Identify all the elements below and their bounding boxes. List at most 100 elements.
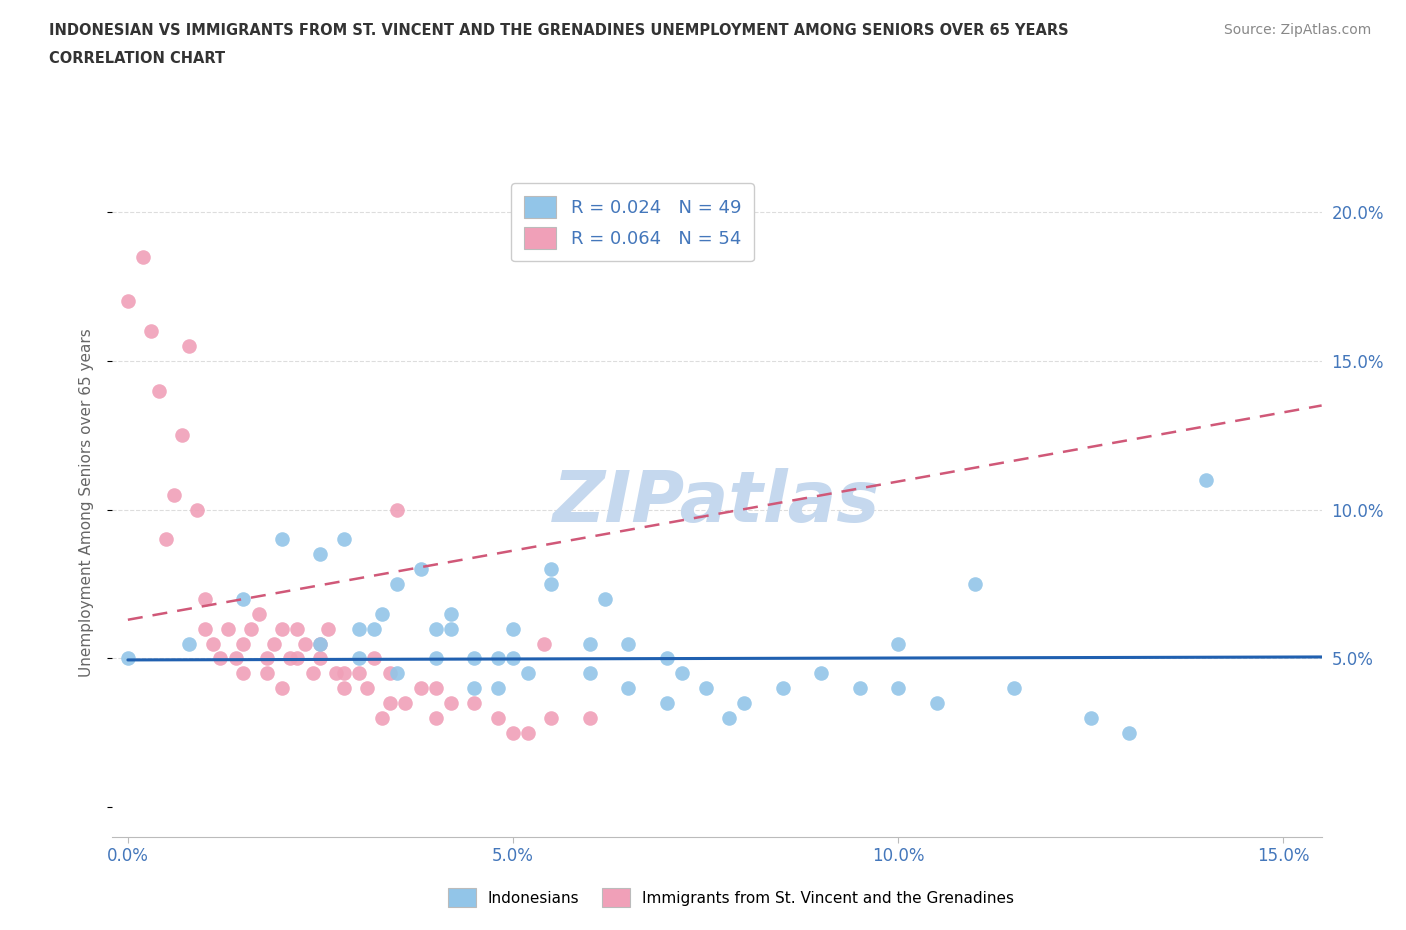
Point <box>347 666 370 681</box>
Point <box>579 666 602 681</box>
Point <box>201 636 224 651</box>
Point <box>425 621 447 636</box>
Point <box>363 651 385 666</box>
Point <box>1118 725 1140 740</box>
Legend: R = 0.024   N = 49, R = 0.064   N = 54: R = 0.024 N = 49, R = 0.064 N = 54 <box>510 183 754 261</box>
Point <box>486 681 509 696</box>
Point <box>540 711 562 725</box>
Point <box>502 621 524 636</box>
Point <box>387 577 409 591</box>
Text: ZIPatlas: ZIPatlas <box>554 468 880 537</box>
Point <box>209 651 232 666</box>
Point <box>347 621 370 636</box>
Text: CORRELATION CHART: CORRELATION CHART <box>49 51 225 66</box>
Point <box>148 383 170 398</box>
Point <box>316 621 339 636</box>
Point <box>517 666 540 681</box>
Point <box>440 696 463 711</box>
Y-axis label: Unemployment Among Seniors over 65 years: Unemployment Among Seniors over 65 years <box>79 328 94 677</box>
Point <box>463 696 485 711</box>
Point <box>617 636 640 651</box>
Point <box>1002 681 1025 696</box>
Point <box>579 711 602 725</box>
Point <box>502 651 524 666</box>
Point <box>271 532 294 547</box>
Point <box>240 621 263 636</box>
Point <box>117 651 139 666</box>
Point <box>378 666 401 681</box>
Point <box>271 681 294 696</box>
Point <box>463 681 485 696</box>
Point <box>533 636 555 651</box>
Point <box>332 681 354 696</box>
Point <box>232 636 254 651</box>
Point <box>733 696 755 711</box>
Point <box>617 681 640 696</box>
Point <box>217 621 239 636</box>
Point <box>502 725 524 740</box>
Point <box>387 502 409 517</box>
Text: INDONESIAN VS IMMIGRANTS FROM ST. VINCENT AND THE GRENADINES UNEMPLOYMENT AMONG : INDONESIAN VS IMMIGRANTS FROM ST. VINCEN… <box>49 23 1069 38</box>
Point <box>440 621 463 636</box>
Point <box>139 324 162 339</box>
Point <box>486 711 509 725</box>
Legend: Indonesians, Immigrants from St. Vincent and the Grenadines: Indonesians, Immigrants from St. Vincent… <box>441 883 1021 913</box>
Point <box>409 681 432 696</box>
Point <box>179 339 201 353</box>
Point <box>232 591 254 606</box>
Point <box>371 711 394 725</box>
Point <box>194 591 217 606</box>
Point <box>285 651 308 666</box>
Point <box>332 666 354 681</box>
Point <box>256 666 278 681</box>
Point <box>294 636 316 651</box>
Point <box>425 681 447 696</box>
Point <box>263 636 285 651</box>
Point <box>579 636 602 651</box>
Point <box>278 651 301 666</box>
Point <box>1195 472 1218 487</box>
Point <box>425 651 447 666</box>
Point <box>387 666 409 681</box>
Point <box>965 577 987 591</box>
Point <box>540 577 562 591</box>
Point <box>309 651 332 666</box>
Text: Source: ZipAtlas.com: Source: ZipAtlas.com <box>1223 23 1371 37</box>
Point <box>179 636 201 651</box>
Point <box>186 502 208 517</box>
Point <box>332 532 354 547</box>
Point <box>887 681 910 696</box>
Point <box>170 428 193 443</box>
Point <box>356 681 378 696</box>
Point <box>325 666 347 681</box>
Point <box>271 621 294 636</box>
Point <box>1080 711 1102 725</box>
Point <box>486 651 509 666</box>
Point <box>225 651 247 666</box>
Point <box>155 532 177 547</box>
Point <box>309 636 332 651</box>
Point <box>595 591 617 606</box>
Point <box>655 696 678 711</box>
Point <box>425 711 447 725</box>
Point <box>256 651 278 666</box>
Point <box>810 666 832 681</box>
Point <box>925 696 948 711</box>
Point <box>394 696 416 711</box>
Point <box>671 666 693 681</box>
Point <box>409 562 432 577</box>
Point <box>309 547 332 562</box>
Point <box>247 606 270 621</box>
Point <box>309 636 332 651</box>
Point <box>163 487 186 502</box>
Point <box>695 681 717 696</box>
Point <box>232 666 254 681</box>
Point <box>717 711 740 725</box>
Point <box>848 681 870 696</box>
Point <box>347 651 370 666</box>
Point <box>540 562 562 577</box>
Point <box>363 621 385 636</box>
Point <box>772 681 794 696</box>
Point <box>887 636 910 651</box>
Point <box>194 621 217 636</box>
